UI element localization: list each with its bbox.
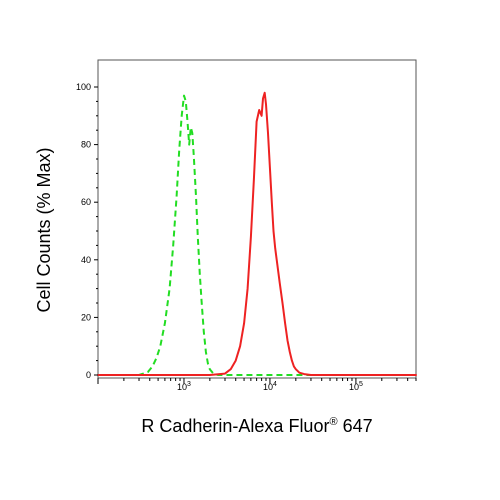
isotype-control-curve	[98, 94, 416, 376]
x-tick-label: 103	[177, 381, 191, 392]
x-axis-label-suffix: 647	[338, 416, 373, 436]
y-axis: 0 20 40 60 80 100	[76, 82, 98, 380]
x-axis: 103 104 105	[97, 378, 417, 392]
y-tick-label: 20	[81, 312, 91, 322]
y-tick-label: 80	[81, 140, 91, 150]
x-tick-label: 105	[349, 381, 363, 392]
x-tick-label: 104	[263, 381, 277, 392]
x-axis-label-main: R Cadherin-Alexa Fluor	[141, 416, 329, 436]
y-tick-label: 40	[81, 255, 91, 265]
y-tick-label: 60	[81, 197, 91, 207]
y-tick-label: 0	[86, 370, 91, 380]
sample-curve	[97, 91, 417, 376]
plot-frame	[97, 59, 417, 379]
plot-lines	[97, 91, 417, 376]
y-axis-label: Cell Counts (% Max)	[34, 147, 54, 312]
x-axis-label-superscript: ®	[329, 416, 337, 428]
x-axis-label: R Cadherin-Alexa Fluor® 647	[141, 416, 372, 436]
y-tick-label: 100	[76, 82, 91, 92]
